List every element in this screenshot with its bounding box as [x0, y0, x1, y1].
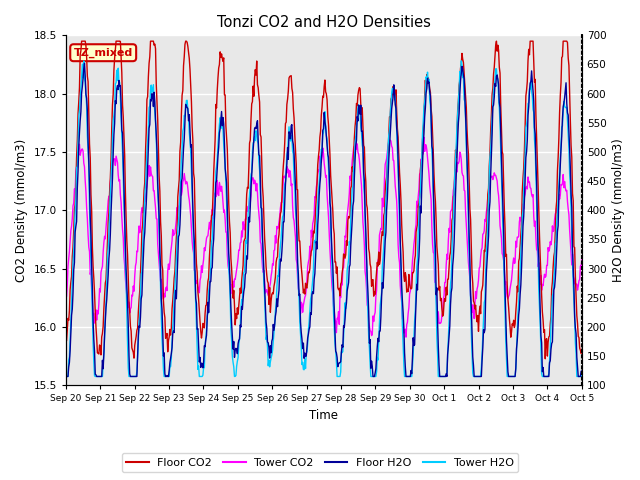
- X-axis label: Time: Time: [309, 409, 339, 422]
- Y-axis label: H2O Density (mmol/m3): H2O Density (mmol/m3): [612, 138, 625, 282]
- Y-axis label: CO2 Density (mmol/m3): CO2 Density (mmol/m3): [15, 139, 28, 282]
- Legend: Floor CO2, Tower CO2, Floor H2O, Tower H2O: Floor CO2, Tower CO2, Floor H2O, Tower H…: [122, 453, 518, 472]
- Title: Tonzi CO2 and H2O Densities: Tonzi CO2 and H2O Densities: [217, 15, 431, 30]
- Text: TZ_mixed: TZ_mixed: [74, 48, 133, 58]
